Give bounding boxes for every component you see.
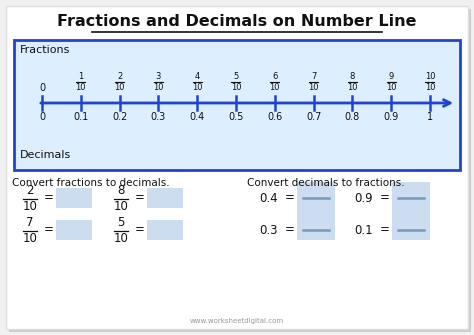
Text: 1: 1 bbox=[78, 72, 83, 81]
Bar bbox=[56, 220, 92, 240]
Text: 6: 6 bbox=[272, 72, 277, 81]
Text: 0.7: 0.7 bbox=[306, 112, 321, 122]
Text: =: = bbox=[285, 192, 295, 204]
Text: 0.9: 0.9 bbox=[383, 112, 399, 122]
Text: 0.2: 0.2 bbox=[112, 112, 128, 122]
Text: 3: 3 bbox=[156, 72, 161, 81]
Text: 7: 7 bbox=[26, 216, 34, 229]
Text: 2: 2 bbox=[117, 72, 122, 81]
Text: 7: 7 bbox=[311, 72, 316, 81]
Text: 4: 4 bbox=[194, 72, 200, 81]
Text: 10: 10 bbox=[114, 83, 125, 92]
Text: 0.1: 0.1 bbox=[73, 112, 89, 122]
Text: Fractions: Fractions bbox=[20, 45, 70, 55]
Bar bbox=[147, 188, 183, 208]
Text: 10: 10 bbox=[75, 83, 86, 92]
Text: 0.4: 0.4 bbox=[259, 192, 278, 204]
Bar bbox=[14, 40, 460, 170]
Text: =: = bbox=[380, 192, 390, 204]
Text: 10: 10 bbox=[270, 83, 280, 92]
Text: 9: 9 bbox=[389, 72, 394, 81]
Text: 10: 10 bbox=[23, 200, 37, 213]
Text: 10: 10 bbox=[231, 83, 241, 92]
Text: 10: 10 bbox=[309, 83, 319, 92]
Text: 10: 10 bbox=[425, 72, 435, 81]
Text: 0.1: 0.1 bbox=[354, 223, 373, 237]
Text: =: = bbox=[135, 223, 145, 237]
Text: 0.6: 0.6 bbox=[267, 112, 283, 122]
Text: 0.3: 0.3 bbox=[151, 112, 166, 122]
Text: 10: 10 bbox=[192, 83, 202, 92]
Text: Fractions and Decimals on Number Line: Fractions and Decimals on Number Line bbox=[57, 14, 417, 29]
Text: Convert decimals to fractions.: Convert decimals to fractions. bbox=[247, 178, 405, 188]
Text: =: = bbox=[380, 223, 390, 237]
Text: =: = bbox=[285, 223, 295, 237]
Text: Decimals: Decimals bbox=[20, 150, 71, 160]
Bar bbox=[297, 182, 335, 240]
Text: 10: 10 bbox=[23, 232, 37, 245]
Text: 10: 10 bbox=[425, 83, 435, 92]
Bar bbox=[392, 182, 430, 240]
Text: 0.8: 0.8 bbox=[345, 112, 360, 122]
Text: 0.3: 0.3 bbox=[259, 223, 277, 237]
Bar bbox=[147, 220, 183, 240]
Text: 0.9: 0.9 bbox=[354, 192, 373, 204]
Text: 0.5: 0.5 bbox=[228, 112, 244, 122]
Text: 2: 2 bbox=[26, 184, 34, 197]
Text: 10: 10 bbox=[114, 200, 128, 213]
Bar bbox=[56, 188, 92, 208]
Text: 10: 10 bbox=[114, 232, 128, 245]
Text: 10: 10 bbox=[153, 83, 164, 92]
Text: www.worksheetdigital.com: www.worksheetdigital.com bbox=[190, 318, 284, 324]
Text: 1: 1 bbox=[427, 112, 433, 122]
Text: 5: 5 bbox=[117, 216, 125, 229]
Text: 8: 8 bbox=[117, 184, 125, 197]
Text: 5: 5 bbox=[233, 72, 238, 81]
Text: 0: 0 bbox=[39, 83, 45, 93]
Text: Convert fractions to decimals.: Convert fractions to decimals. bbox=[12, 178, 170, 188]
Text: 10: 10 bbox=[386, 83, 396, 92]
Text: 10: 10 bbox=[347, 83, 358, 92]
Text: =: = bbox=[44, 223, 54, 237]
Text: 0: 0 bbox=[39, 112, 45, 122]
Text: =: = bbox=[44, 192, 54, 204]
Text: =: = bbox=[135, 192, 145, 204]
Text: 0.4: 0.4 bbox=[190, 112, 205, 122]
Text: 8: 8 bbox=[350, 72, 355, 81]
